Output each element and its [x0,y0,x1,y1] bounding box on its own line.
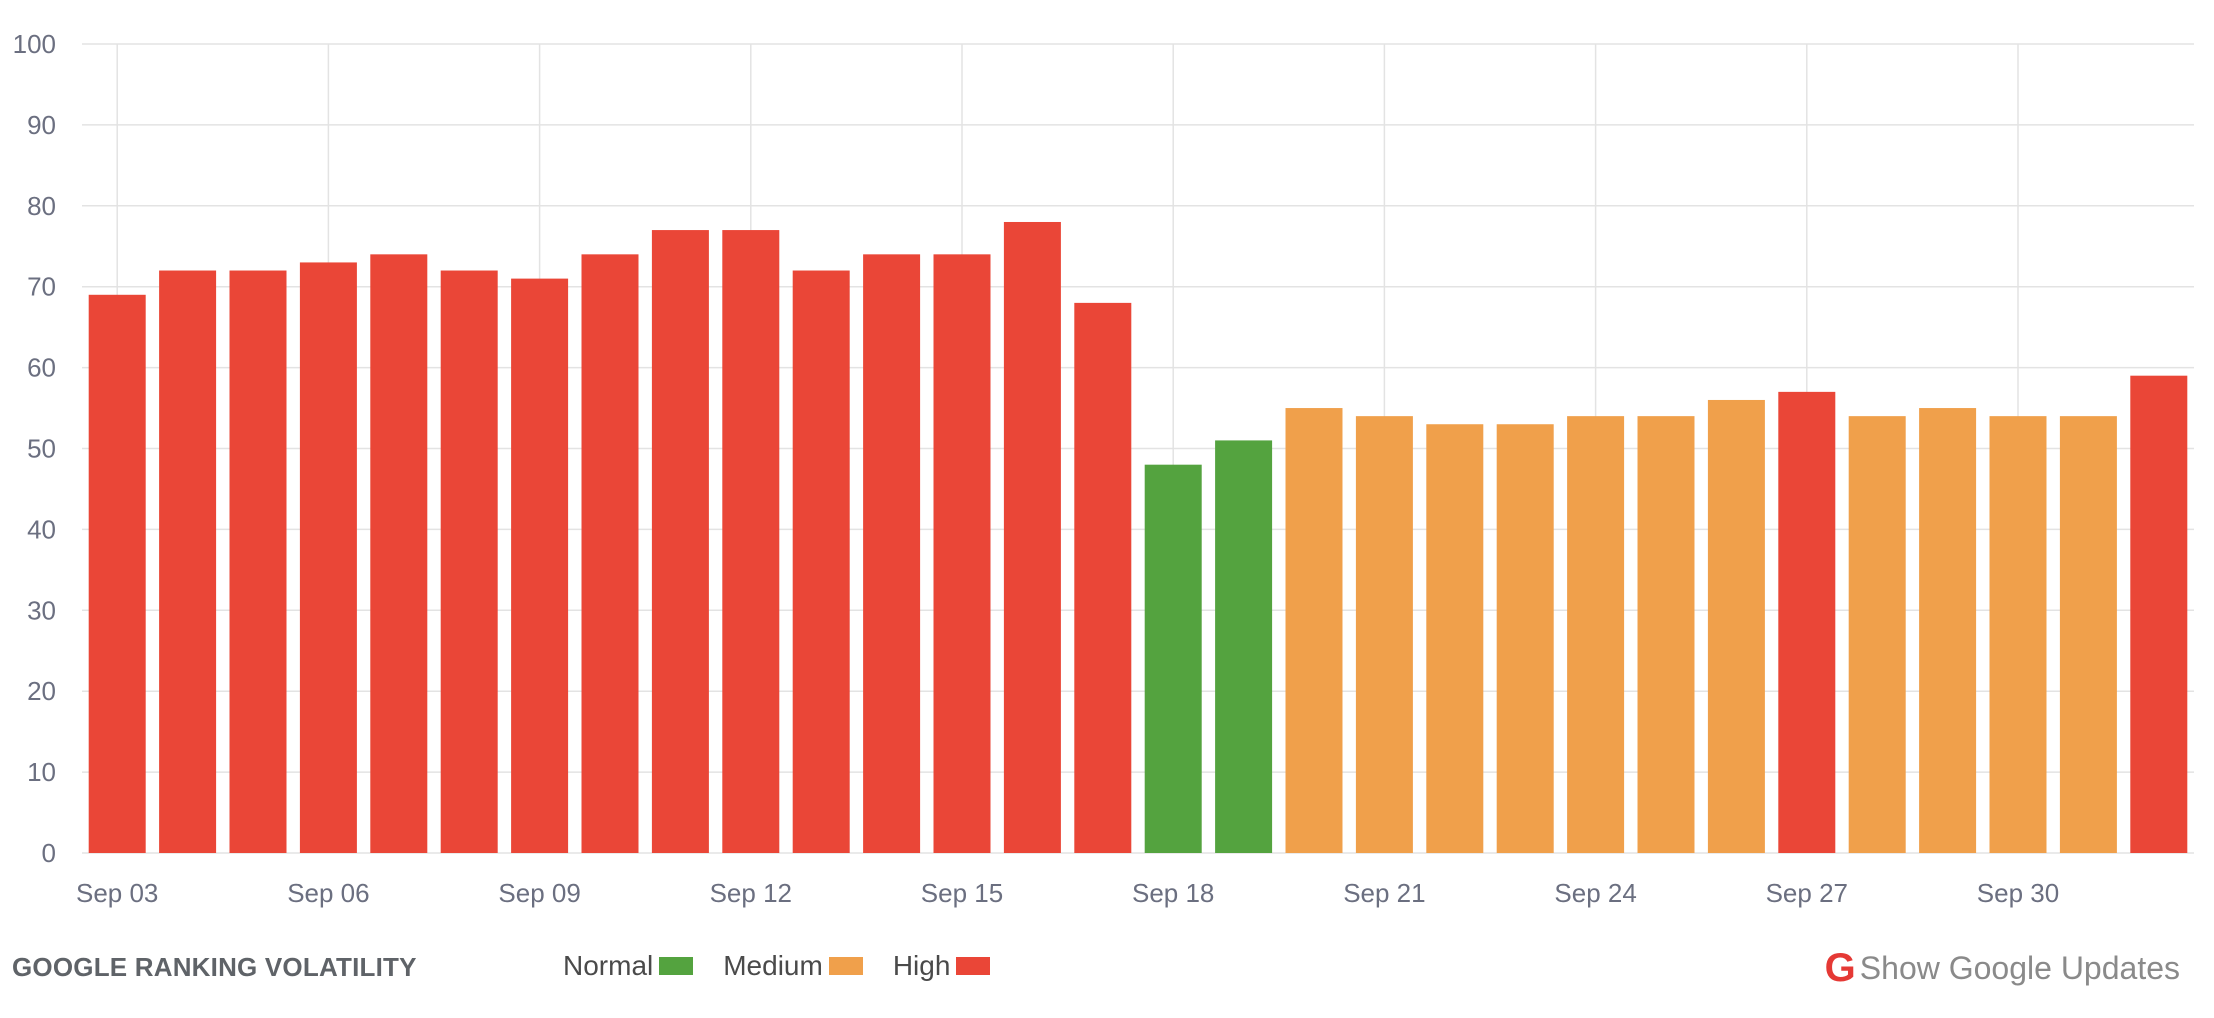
legend-item-medium[interactable]: Medium [723,950,863,982]
bar-oct-01[interactable] [2059,416,2117,853]
bar-sep-24[interactable] [1567,416,1625,853]
bar-sep-04[interactable] [159,270,217,853]
bar-oct-02[interactable] [2130,375,2188,853]
y-tick-label-60: 60 [27,353,56,383]
x-tick-label-sep-03: Sep 03 [76,878,158,908]
y-tick-label-20: 20 [27,676,56,706]
chart-footer: GOOGLE RANKING VOLATILITY Normal Medium … [0,940,2214,996]
x-axis-ticks: Sep 03 Sep 06 Sep 09 Sep 12 Sep 15 Sep 18 Sep … [76,878,2059,908]
bar-sep-22[interactable] [1426,424,1484,853]
y-tick-label-10: 10 [27,757,56,787]
legend-item-normal[interactable]: Normal [563,950,694,982]
legend-swatch-high [956,957,991,975]
x-tick-label-sep-30: Sep 30 [1977,878,2059,908]
y-tick-label-0: 0 [42,838,56,868]
legend-label-medium: Medium [723,950,823,981]
y-tick-label-30: 30 [27,595,56,625]
bar-sep-25[interactable] [1637,416,1695,853]
x-tick-label-sep-18: Sep 18 [1132,878,1214,908]
bar-sep-21[interactable] [1355,416,1413,853]
bar-sep-13[interactable] [792,270,850,853]
x-tick-label-sep-21: Sep 21 [1343,878,1425,908]
x-tick-label-sep-06: Sep 06 [287,878,369,908]
x-tick-label-sep-09: Sep 09 [498,878,580,908]
y-tick-label-80: 80 [27,191,56,221]
chart-title: GOOGLE RANKING VOLATILITY [12,952,417,982]
y-axis-ticks: 0 10 20 30 40 50 60 70 80 90 100 [13,29,56,868]
bar-sep-20[interactable] [1285,408,1343,853]
bar-sep-07[interactable] [370,254,428,854]
y-tick-label-70: 70 [27,272,56,302]
y-tick-label-50: 50 [27,434,56,464]
bar-sep-19[interactable] [1215,440,1273,853]
legend-swatch-medium [828,957,863,975]
y-tick-label-100: 100 [13,29,56,59]
bar-sep-14[interactable] [863,254,921,854]
google-g-icon: G [1824,946,1856,990]
bar-sep-17[interactable] [1074,302,1132,853]
bar-sep-16[interactable] [1003,221,1061,854]
bar-sep-23[interactable] [1496,424,1554,853]
bar-sep-27[interactable] [1778,391,1836,853]
bar-sep-03[interactable] [88,294,146,853]
x-tick-label-sep-24: Sep 24 [1554,878,1636,908]
bar-sep-28[interactable] [1848,416,1906,853]
legend: Normal Medium High [563,950,1020,982]
bar-sep-29[interactable] [1919,408,1977,853]
bar-sep-26[interactable] [1707,399,1765,853]
bar-sep-15[interactable] [933,254,991,854]
bar-sep-09[interactable] [511,278,569,853]
x-tick-label-sep-27: Sep 27 [1766,878,1848,908]
legend-label-high: High [892,950,951,981]
legend-item-high[interactable]: High [893,950,991,982]
bar-sep-08[interactable] [440,270,498,853]
show-google-updates-button[interactable]: G Show Google Updates [1825,948,2180,988]
bar-sep-05[interactable] [229,270,287,853]
bar-sep-11[interactable] [651,230,709,853]
x-tick-label-sep-15: Sep 15 [921,878,1003,908]
legend-label-normal: Normal [563,950,654,981]
x-tick-label-sep-12: Sep 12 [710,878,792,908]
legend-swatch-normal [659,957,694,975]
bar-sep-06[interactable] [299,262,357,853]
bar-sep-10[interactable] [581,254,639,854]
bar-sep-30[interactable] [1989,416,2047,853]
y-tick-label-90: 90 [27,110,56,140]
show-google-updates-label: Show Google Updates [1859,949,2180,986]
bar-sep-18[interactable] [1144,464,1202,853]
y-tick-label-40: 40 [27,514,56,544]
bar-sep-12[interactable] [722,230,780,853]
bars [88,221,2188,854]
